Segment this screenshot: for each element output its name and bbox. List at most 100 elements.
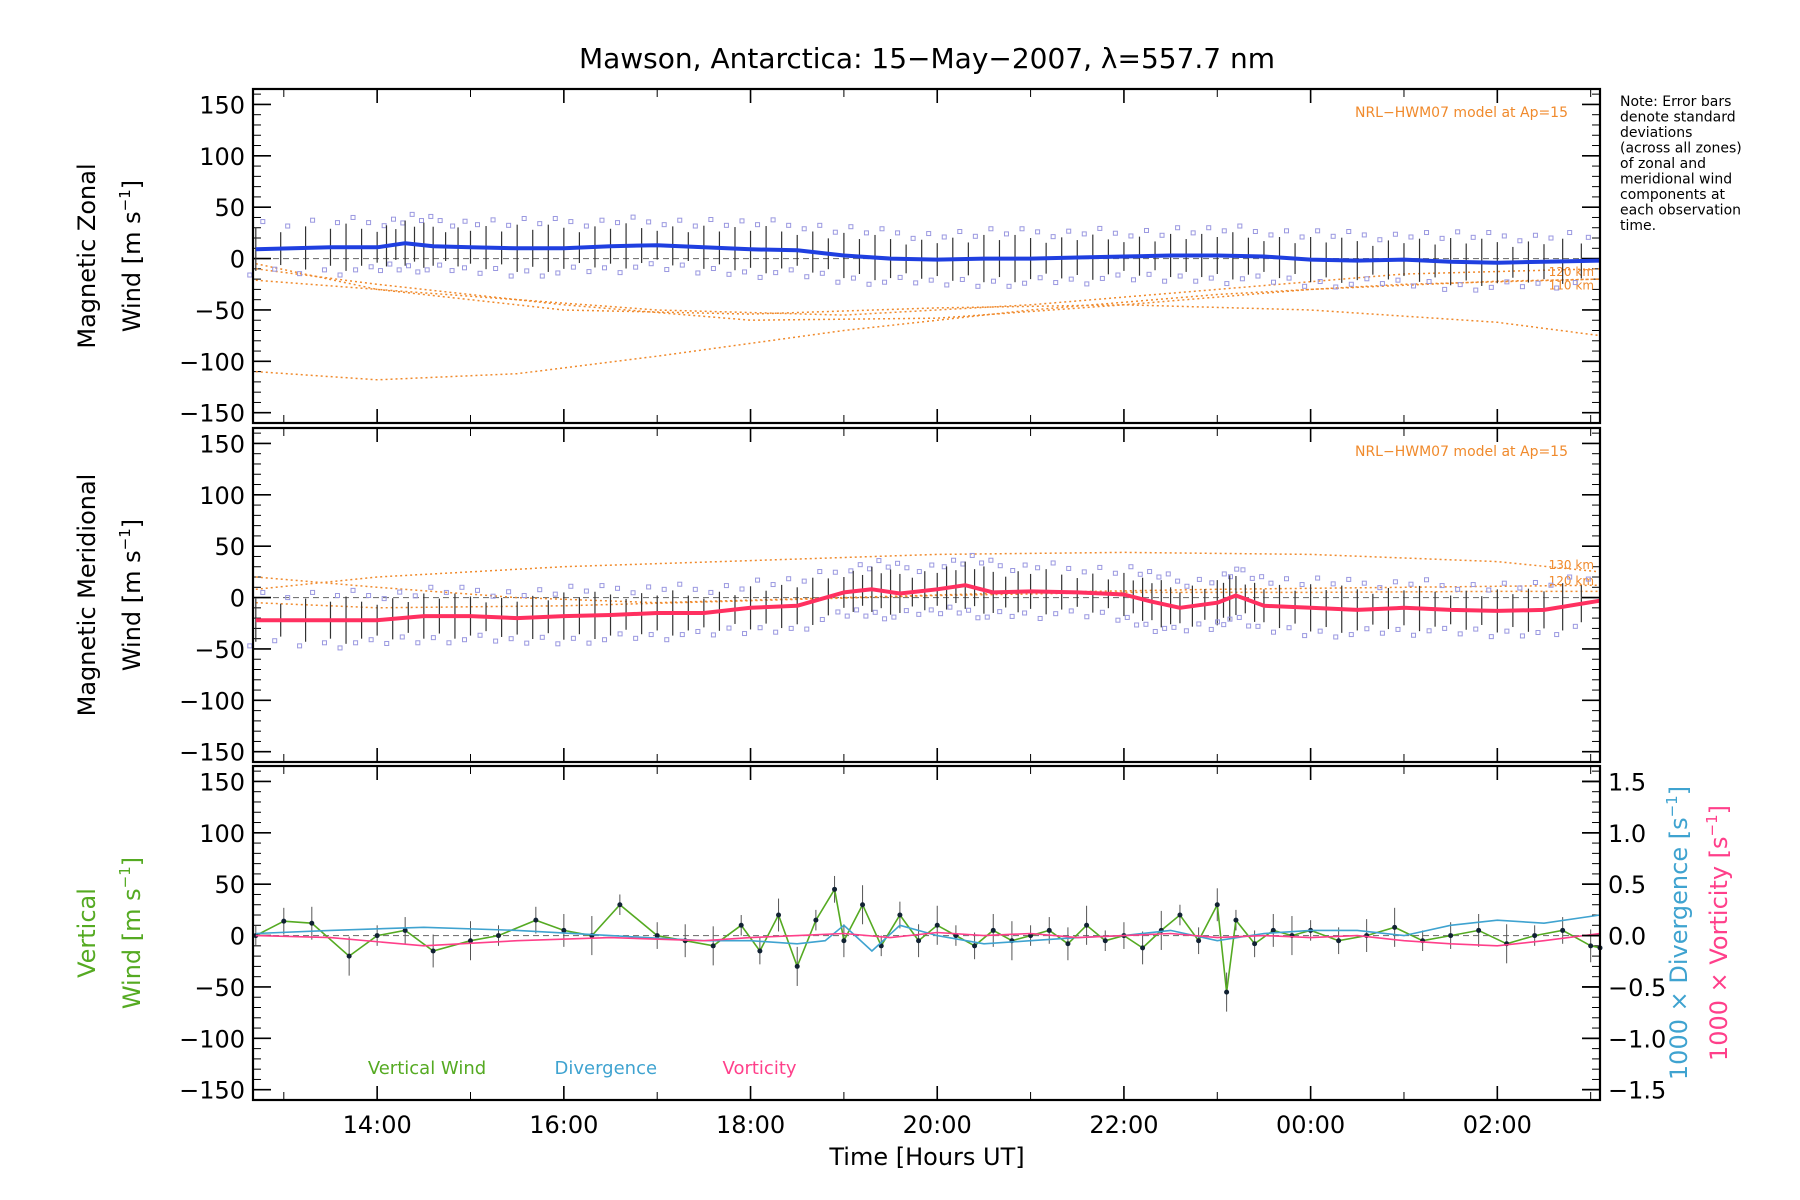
zone-marker-zonal	[723, 222, 729, 228]
zone-marker-zonal	[260, 219, 266, 225]
zone-marker-meridional	[1315, 575, 1321, 581]
zone-marker-zonal	[1455, 229, 1461, 235]
zone-marker-meridional	[844, 613, 850, 619]
zone-marker-zonal	[1535, 280, 1541, 286]
zone-marker-meridional	[1302, 633, 1308, 639]
series-line-divergence	[255, 914, 1601, 953]
zone-marker-zonal	[1364, 276, 1370, 282]
zone-marker-meridional	[508, 636, 514, 642]
zone-marker-meridional	[1501, 580, 1507, 586]
zone-marker-meridional	[867, 566, 873, 572]
zone-marker-zonal	[477, 270, 483, 276]
y-tick-label-meridional: 50	[214, 533, 245, 561]
zone-marker-zonal	[450, 223, 456, 229]
zone-marker-zonal	[424, 267, 430, 273]
zone-marker-zonal	[770, 217, 776, 223]
zone-marker-meridional	[786, 576, 792, 582]
zone-marker-meridional	[903, 608, 909, 614]
zone-marker-zonal	[1130, 277, 1136, 283]
zone-marker-zonal	[615, 220, 621, 226]
y-axis-label-close: ]	[118, 857, 146, 866]
vertical-wind-point	[374, 933, 380, 939]
zone-marker-zonal	[1470, 234, 1476, 240]
zone-marker-meridional	[1137, 571, 1143, 577]
zone-marker-meridional	[895, 560, 901, 566]
vertical-wind-point	[561, 927, 567, 933]
note-line: components at	[1620, 187, 1726, 203]
zone-marker-zonal	[1330, 233, 1336, 239]
panel-zonal: 150 100 50 0 −50 −100 −150 Magnetic Zonal Wind […	[73, 87, 1602, 428]
zone-marker-meridional	[1162, 625, 1168, 631]
vertical-wind-point	[757, 948, 763, 954]
zone-marker-zonal	[390, 216, 396, 222]
series-line-zonal	[255, 241, 1601, 265]
zone-marker-meridional	[1364, 626, 1370, 632]
right-axis-label-sup: −1	[1663, 795, 1681, 817]
zone-marker-meridional	[260, 589, 266, 595]
zone-marker-zonal	[1286, 275, 1292, 281]
zone-marker-meridional	[1010, 568, 1016, 574]
zone-marker-meridional	[285, 595, 291, 601]
zone-marker-meridional	[1209, 580, 1215, 586]
zone-marker-zonal	[1379, 281, 1385, 287]
zone-marker-meridional	[1442, 625, 1448, 631]
zone-marker-zonal	[1084, 281, 1090, 287]
zone-marker-zonal	[1206, 225, 1212, 231]
panel-frame-vertical	[251, 764, 1602, 1102]
zone-marker-zonal	[1128, 233, 1134, 239]
zone-marker-meridional	[1152, 628, 1158, 634]
y-axis-label-close: ]	[118, 180, 146, 189]
zone-marker-meridional	[297, 643, 303, 649]
vertical-wind-point	[1336, 938, 1342, 944]
zone-marker-meridional	[848, 568, 854, 574]
zone-marker-meridional	[1585, 576, 1591, 582]
zone-marker-meridional	[1227, 574, 1233, 580]
right-y-tick-label: 0.0	[1608, 923, 1646, 951]
zone-marker-zonal	[1239, 276, 1245, 282]
zone-marker-zonal	[692, 223, 698, 229]
zone-marker-meridional	[1439, 583, 1445, 589]
zone-marker-meridional	[1395, 626, 1401, 632]
zone-marker-meridional	[1227, 616, 1233, 622]
zone-marker-zonal	[646, 219, 652, 225]
zone-marker-meridional	[474, 587, 480, 593]
y-tick-label-zonal: −50	[194, 297, 245, 325]
zone-marker-meridional	[975, 615, 981, 621]
vertical-wind-point	[1233, 917, 1239, 923]
vertical-wind-point	[281, 918, 287, 924]
zone-marker-meridional	[951, 557, 957, 563]
zone-marker-meridional	[1424, 577, 1430, 583]
model-label-zonal: NRL−HWM07 model at Ap=15	[1355, 105, 1568, 121]
zone-marker-meridional	[1377, 585, 1383, 591]
zone-marker-zonal	[848, 224, 854, 230]
zone-marker-zonal	[913, 280, 919, 286]
zone-marker-meridional	[695, 628, 701, 634]
zone-marker-meridional	[1486, 587, 1492, 593]
zone-marker-meridional	[679, 632, 685, 638]
zone-marker-meridional	[384, 640, 390, 646]
zone-marker-meridional	[633, 635, 639, 641]
zone-marker-zonal	[1361, 232, 1367, 238]
right-axis-label-text: 1000 × Divergence [s	[1665, 817, 1693, 1080]
zone-marker-zonal	[1271, 279, 1277, 285]
x-tick-label: 02:00	[1463, 1111, 1532, 1139]
zone-marker-meridional	[661, 586, 667, 592]
zone-marker-zonal	[437, 262, 443, 268]
vertical-wind-point	[1270, 927, 1276, 933]
right-y-tick-label: −0.5	[1608, 974, 1666, 1002]
zone-marker-zonal	[1424, 230, 1430, 236]
zone-marker-zonal	[1299, 234, 1305, 240]
zone-marker-zonal	[1099, 275, 1105, 281]
zone-marker-meridional	[1286, 625, 1292, 631]
zone-marker-meridional	[321, 640, 327, 646]
zone-marker-zonal	[957, 229, 963, 235]
zone-marker-zonal	[1190, 230, 1196, 236]
vertical-wind-point	[654, 933, 660, 939]
zone-marker-meridional	[1124, 614, 1130, 620]
zone-marker-meridional	[493, 638, 499, 644]
zone-marker-zonal	[1162, 278, 1168, 284]
zone-marker-meridional	[337, 645, 343, 651]
series-line-vorticity	[255, 931, 1601, 947]
